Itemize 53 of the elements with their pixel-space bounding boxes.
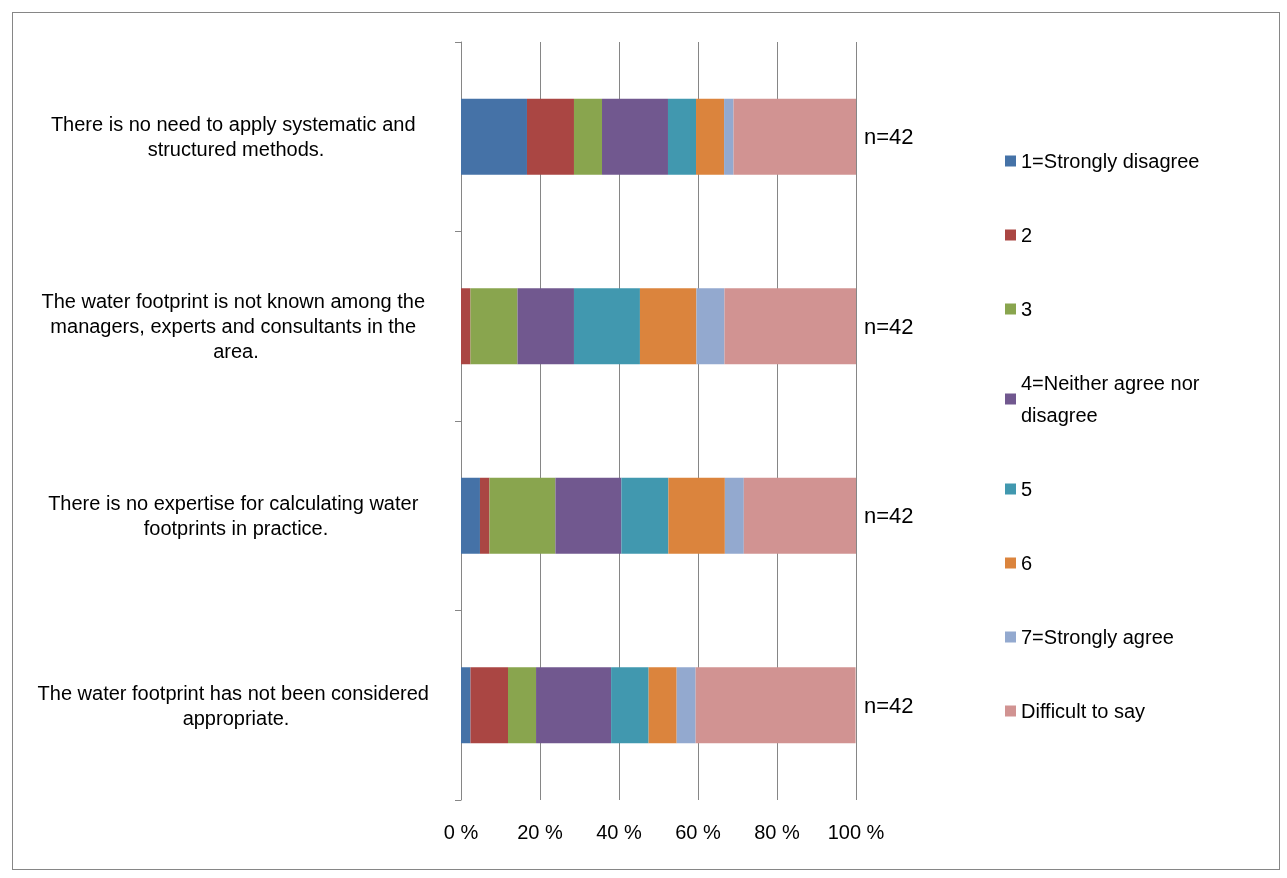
bar xyxy=(470,667,509,744)
legend-label: 7=Strongly agree xyxy=(1021,626,1174,648)
bar xyxy=(724,288,856,365)
bar xyxy=(489,477,556,554)
text: n=42 xyxy=(864,503,914,529)
x-tick-label: 40 % xyxy=(596,821,643,843)
bar xyxy=(743,477,856,554)
y-tick-label: The water footprint has not been considered appropriate. xyxy=(37,681,435,729)
bar xyxy=(517,288,574,365)
legend-label: 3 xyxy=(1021,298,1033,320)
y-tick-label: There is no need to apply systematic and structured methods. xyxy=(50,113,422,161)
legend-label: Difficult to say xyxy=(1021,700,1146,722)
bar xyxy=(668,477,725,554)
bar xyxy=(526,98,574,175)
bar xyxy=(461,477,480,554)
text: n=42 xyxy=(864,692,914,718)
bar xyxy=(602,98,668,175)
y-tick-label: There is no expertise for calculating water footprints in practice. xyxy=(48,492,424,540)
legend-label: 5 xyxy=(1021,478,1033,500)
legend-label: 6 xyxy=(1021,552,1033,574)
bar xyxy=(611,667,649,744)
legend-label: 1=Strongly disagree xyxy=(1021,150,1200,172)
bar xyxy=(639,288,697,365)
x-tick-label: 20 % xyxy=(517,821,564,843)
x-tick-label: 60 % xyxy=(675,821,722,843)
x-tick-label: 0 % xyxy=(443,821,479,843)
x-tick-label: 80 % xyxy=(754,821,801,843)
bar xyxy=(461,288,471,365)
y-tick-label: The water footprint is not known among the managers, experts and consultants in the area. xyxy=(41,290,431,363)
bar xyxy=(695,667,856,744)
legend-label: 2 xyxy=(1021,224,1033,246)
text: n=42 xyxy=(864,124,914,150)
bar xyxy=(733,98,856,175)
x-tick-label: 100 % xyxy=(827,821,885,843)
bar xyxy=(724,98,734,175)
bar xyxy=(648,667,677,744)
bar xyxy=(621,477,669,554)
bar xyxy=(667,98,697,175)
bar xyxy=(573,98,603,175)
bar xyxy=(470,288,518,365)
bar xyxy=(508,667,537,744)
bar xyxy=(573,288,640,365)
legend-label: 4=Neither agree nor disagree xyxy=(1021,372,1206,426)
bar xyxy=(696,98,725,175)
bar xyxy=(461,98,527,175)
bar xyxy=(479,477,490,554)
bar xyxy=(555,477,622,554)
bar xyxy=(461,667,471,744)
bar xyxy=(696,288,725,365)
bar xyxy=(724,477,744,554)
text: n=42 xyxy=(864,313,914,339)
bar xyxy=(676,667,696,744)
bar xyxy=(536,667,612,744)
